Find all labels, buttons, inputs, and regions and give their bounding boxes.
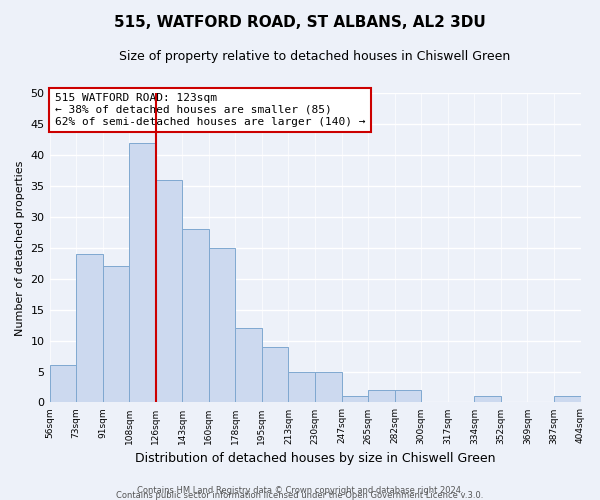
Bar [315,372,341,402]
Bar [475,396,501,402]
Bar [156,180,182,402]
Title: Size of property relative to detached houses in Chiswell Green: Size of property relative to detached ho… [119,50,511,63]
Bar [182,230,209,402]
X-axis label: Distribution of detached houses by size in Chiswell Green: Distribution of detached houses by size … [135,452,495,465]
Bar [103,266,129,402]
Text: 515, WATFORD ROAD, ST ALBANS, AL2 3DU: 515, WATFORD ROAD, ST ALBANS, AL2 3DU [114,15,486,30]
Text: Contains HM Land Registry data © Crown copyright and database right 2024.: Contains HM Land Registry data © Crown c… [137,486,463,495]
Bar [554,396,581,402]
Bar [262,347,289,403]
Y-axis label: Number of detached properties: Number of detached properties [15,160,25,336]
Bar [341,396,368,402]
Bar [76,254,103,402]
Text: 515 WATFORD ROAD: 123sqm
← 38% of detached houses are smaller (85)
62% of semi-d: 515 WATFORD ROAD: 123sqm ← 38% of detach… [55,94,365,126]
Text: Contains public sector information licensed under the Open Government Licence v.: Contains public sector information licen… [116,491,484,500]
Bar [209,248,235,402]
Bar [368,390,395,402]
Bar [50,366,76,403]
Bar [129,143,156,403]
Bar [395,390,421,402]
Bar [289,372,315,402]
Bar [235,328,262,402]
